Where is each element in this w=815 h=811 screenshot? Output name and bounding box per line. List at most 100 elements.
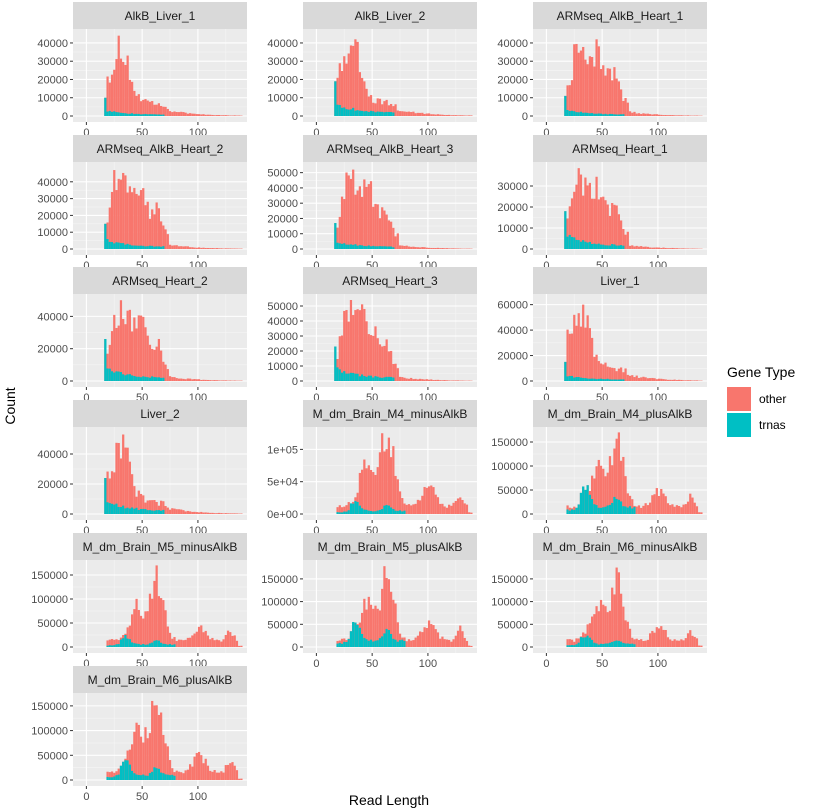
y-tick-label: 30000 [497, 56, 528, 68]
bar-other [155, 565, 158, 647]
bar-other [436, 379, 440, 381]
bar-trnas [151, 510, 154, 514]
bar-trnas [608, 379, 612, 381]
bar-other [608, 215, 612, 249]
bar-other [372, 206, 375, 249]
bar-other [434, 248, 437, 249]
bar-trnas [148, 643, 152, 647]
bar-other [613, 594, 616, 647]
bar-other [352, 45, 355, 116]
bar-other [669, 115, 672, 116]
bar-other [166, 626, 169, 647]
bar-trnas [144, 644, 147, 647]
bar-trnas [131, 245, 134, 249]
legend-swatch [727, 413, 751, 437]
bar-other [119, 300, 123, 381]
bar-trnas [566, 509, 569, 514]
bar-other [640, 377, 643, 381]
bar-other [470, 645, 473, 647]
bar-other [405, 245, 408, 249]
bar-other [148, 101, 152, 116]
bar-trnas [108, 368, 111, 381]
bar-other [345, 63, 348, 116]
bar-other [338, 63, 341, 116]
bar-other [602, 468, 605, 514]
y-tick-label: 40000 [267, 316, 298, 328]
bar-trnas [392, 638, 395, 647]
bar-trnas [135, 245, 138, 249]
y-tick-label: 0 [292, 244, 298, 256]
bar-trnas [385, 111, 388, 116]
bar-other [622, 372, 625, 381]
bar-trnas [334, 223, 337, 249]
bar-other [456, 630, 460, 647]
bar-other [459, 497, 462, 514]
bar-trnas [153, 246, 156, 249]
bar-trnas [378, 377, 382, 381]
bar-other [403, 503, 406, 514]
bar-trnas [356, 373, 359, 381]
bar-other [673, 248, 676, 249]
bar-other [381, 346, 384, 381]
bar-other [177, 509, 181, 514]
facet-strip [303, 135, 477, 162]
y-tick-label: 20000 [37, 344, 68, 356]
bar-trnas [387, 246, 390, 249]
bar-trnas [119, 243, 123, 249]
bar-other [606, 204, 609, 249]
facet-panel: ARMseq_AlkB_Heart_2 0 10000 20000 30000 40000… [37, 135, 247, 272]
bar-other [231, 762, 234, 780]
bar-other [175, 245, 178, 249]
bar-other [363, 308, 366, 381]
facet-strip-label: M_dm_Brain_M4_minusAlkB [313, 407, 468, 421]
bar-other [220, 115, 223, 116]
bar-other [358, 186, 361, 249]
bar-other [381, 433, 384, 514]
bar-trnas [381, 377, 384, 381]
bar-trnas [615, 114, 618, 116]
bar-other [376, 204, 379, 249]
bar-other [206, 379, 210, 381]
bar-other [617, 572, 620, 647]
bar-trnas [104, 339, 107, 381]
bar-other [675, 640, 678, 647]
bar-other [175, 378, 178, 381]
bar-trnas [356, 110, 359, 116]
bar-trnas [354, 622, 357, 647]
bar-other [624, 620, 627, 647]
bar-other [441, 248, 444, 249]
bar-other [642, 640, 645, 647]
bar-other [349, 45, 353, 116]
bar-other [445, 507, 448, 514]
bar-other [439, 638, 442, 647]
bar-other [184, 770, 187, 780]
bar-other [392, 599, 395, 647]
bar-trnas [593, 378, 596, 381]
bar-other [651, 377, 654, 381]
y-tick-label: 0 [522, 111, 528, 123]
bar-trnas [148, 377, 152, 381]
bar-other [177, 112, 181, 116]
bar-other [115, 59, 118, 116]
bar-other [419, 378, 422, 381]
bar-trnas [117, 242, 120, 249]
bar-trnas [151, 114, 154, 116]
bar-other [416, 499, 419, 514]
bar-trnas [372, 377, 375, 381]
bar-other [340, 507, 344, 514]
bar-other [106, 471, 109, 514]
bar-other [470, 512, 473, 514]
bar-trnas [390, 246, 393, 249]
bar-other [197, 751, 201, 780]
bar-other [119, 179, 123, 249]
bar-other [189, 247, 192, 249]
bar-other [459, 115, 462, 116]
bar-other [135, 722, 138, 780]
bar-other [117, 35, 120, 116]
facet-strip [303, 533, 477, 560]
bar-trnas [142, 643, 145, 647]
bar-trnas [381, 509, 384, 514]
bar-trnas [160, 642, 163, 647]
bar-other [684, 638, 687, 647]
